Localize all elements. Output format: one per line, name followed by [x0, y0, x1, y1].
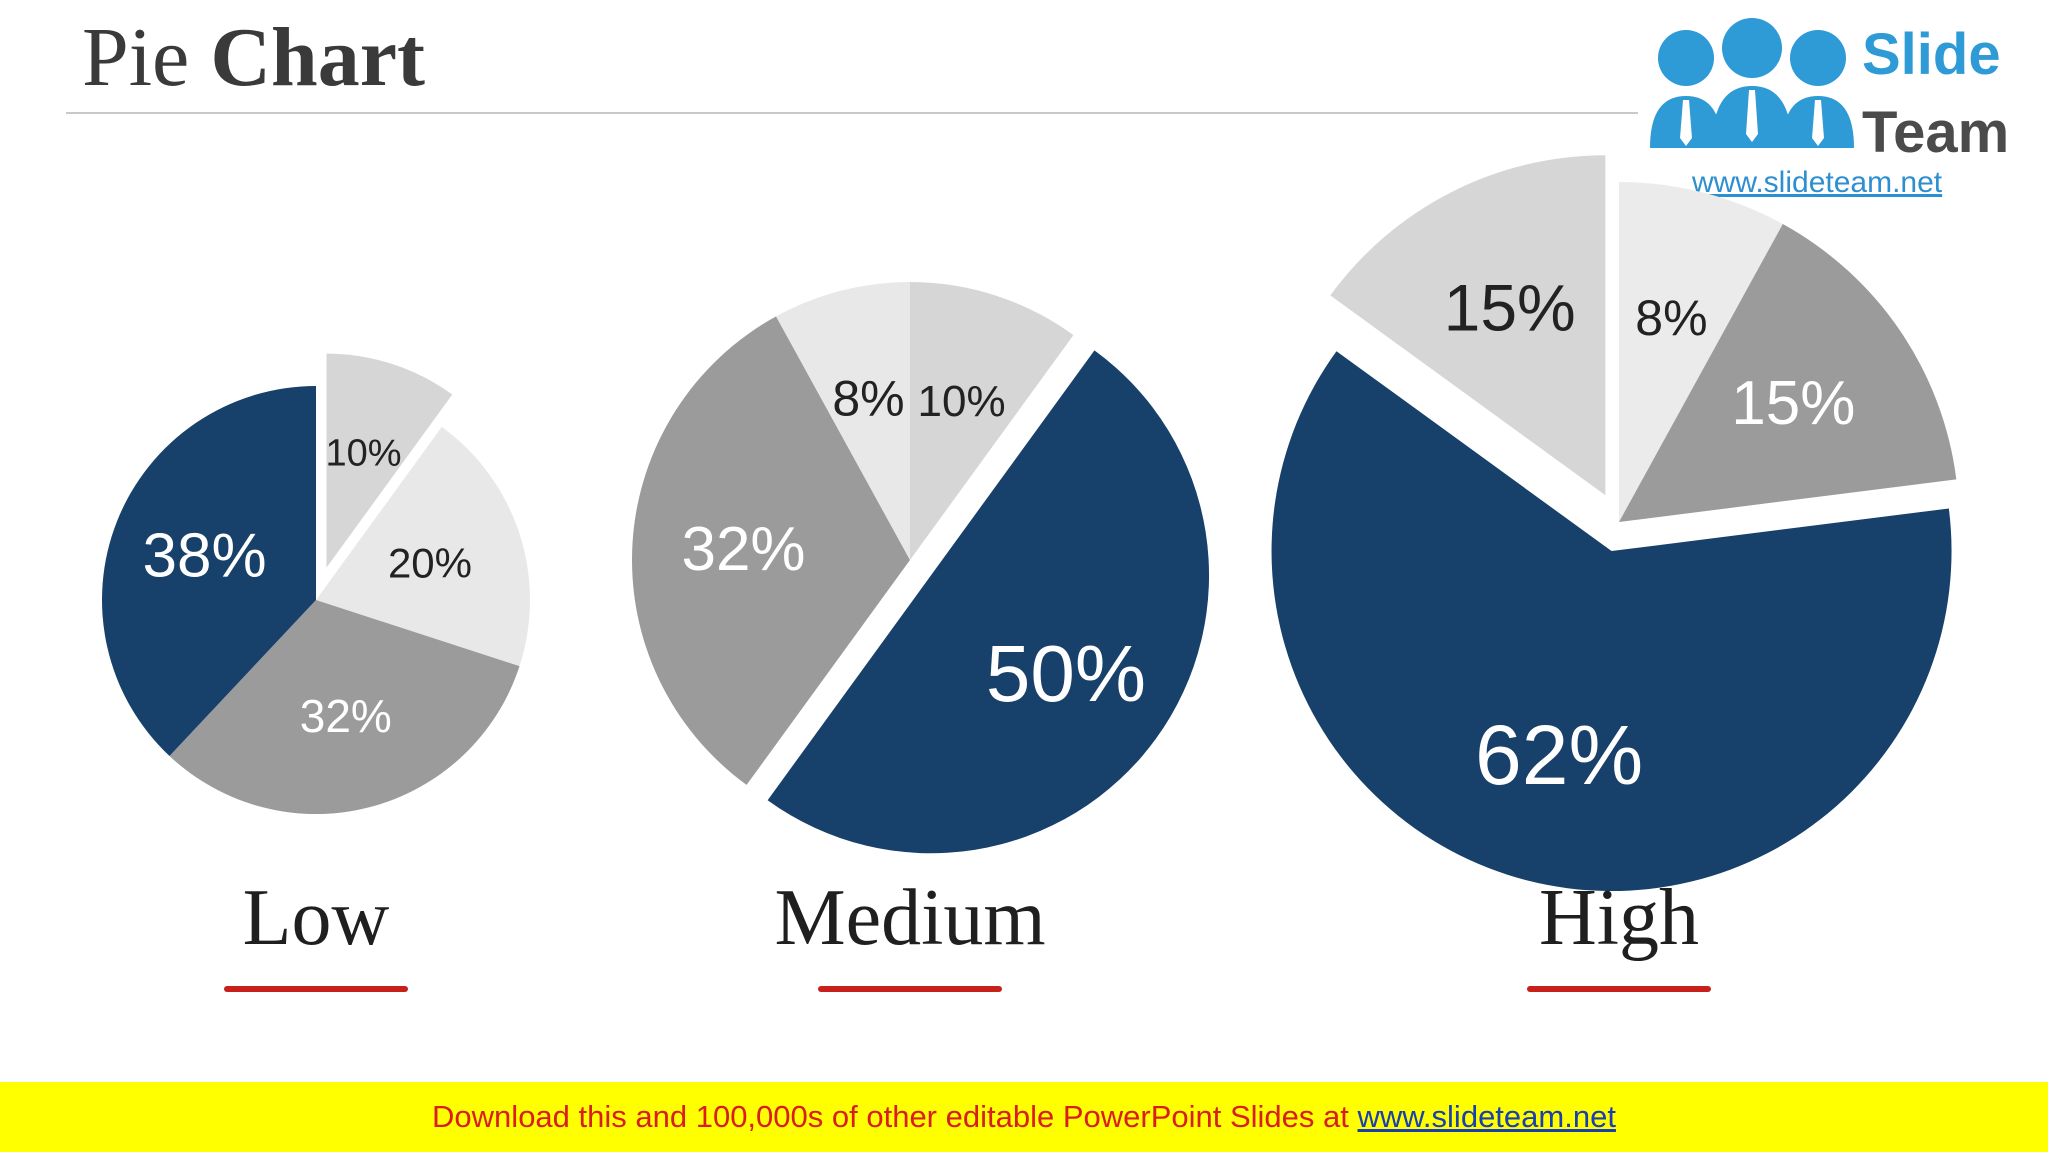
pie-slice-high-2	[1271, 351, 1952, 892]
logo-url-link[interactable]: www.slideteam.net	[1692, 166, 1943, 199]
pie-slice-high-1	[1619, 224, 1957, 522]
title-divider	[66, 112, 1638, 114]
pie-slice-low-0	[326, 353, 453, 568]
pie-slice-medium-1	[767, 350, 1210, 854]
logo-word-team: Team	[1862, 100, 2010, 165]
slice-label-low-1: 20%	[388, 539, 472, 586]
category-label-high: High	[1539, 874, 1699, 962]
slice-label-low-0: 10%	[326, 433, 402, 475]
category-underline-high	[1527, 986, 1711, 992]
slice-label-low-2: 32%	[300, 690, 392, 742]
title-regular: Pie	[82, 11, 190, 104]
slice-label-medium-1: 50%	[986, 629, 1146, 718]
pie-slice-low-2	[169, 600, 520, 815]
pie-slice-medium-3	[776, 282, 910, 560]
pie-slice-high-3	[1330, 155, 1606, 496]
logo-word-slide: Slide	[1862, 22, 2001, 87]
slice-label-medium-2: 32%	[681, 515, 805, 584]
pie-medium: 10% 50% 32% 8%	[632, 282, 1210, 854]
pie-slice-medium-2	[632, 316, 910, 785]
pie-slice-medium-0	[910, 282, 1074, 560]
slide-title: Pie Chart	[82, 8, 425, 109]
category-label-low: Low	[242, 874, 390, 962]
title-bold: Chart	[210, 11, 425, 104]
pie-slice-low-1	[316, 426, 531, 667]
pie-slice-high-0	[1619, 182, 1783, 522]
category-label-medium: Medium	[774, 874, 1046, 962]
slice-label-high-0: 8%	[1635, 290, 1707, 346]
slice-label-low-3: 38%	[143, 521, 267, 590]
pie-high: 8% 15% 62% 15%	[1271, 155, 1957, 892]
people-logo-icon	[1650, 18, 1854, 148]
footer-text: Download this and 100,000s of other edit…	[0, 1082, 2048, 1152]
footer-banner: Download this and 100,000s of other edit…	[0, 1082, 2048, 1152]
footer-link[interactable]: www.slideteam.net	[1357, 1099, 1616, 1134]
pie-low: 10% 20% 32% 38%	[102, 353, 531, 815]
slice-label-high-3: 15%	[1444, 270, 1576, 344]
category-underline-medium	[818, 986, 1002, 992]
slice-label-medium-0: 10%	[918, 377, 1006, 426]
slice-label-high-2: 62%	[1475, 708, 1643, 802]
category-underline-low	[224, 986, 408, 992]
pie-slice-low-3	[102, 386, 316, 756]
slice-label-medium-3: 8%	[832, 370, 904, 426]
footer-message: Download this and 100,000s of other edit…	[432, 1099, 1358, 1134]
slice-label-high-1: 15%	[1731, 369, 1855, 438]
slideteam-logo: Slide Team www.slideteam.net	[1640, 0, 2048, 200]
